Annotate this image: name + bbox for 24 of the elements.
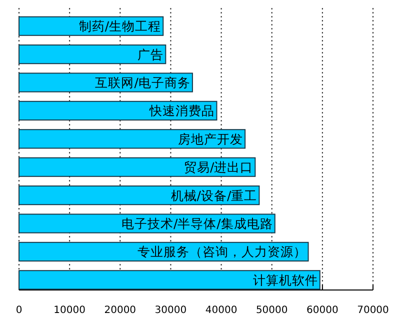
bar	[18, 100, 218, 121]
bar	[18, 185, 260, 206]
x-tick-label: 40000	[205, 305, 238, 316]
y-tick-label: 制药/生物工程	[78, 18, 162, 34]
bar	[18, 157, 256, 177]
x-tick-label: 20000	[104, 305, 136, 316]
y-tick-label: 互联网/电子商务	[95, 75, 190, 90]
x-tick-label: 60000	[306, 305, 338, 316]
x-tick-label: 10000	[54, 305, 86, 316]
x-tick-label: 50000	[256, 305, 288, 316]
y-tick-label: 计算机软件	[252, 272, 318, 288]
x-tick-label: 30000	[154, 305, 187, 316]
bar	[18, 270, 320, 290]
y-tick-label: 广告	[138, 46, 164, 62]
bar	[18, 129, 246, 149]
y-tick-label: 贸易/进出口	[184, 160, 254, 175]
x-tick-label: 70000	[357, 305, 389, 316]
y-tick-label: 房地产开发	[178, 131, 244, 146]
y-tick-label: 电子技术/半导体/集成电路	[121, 216, 273, 231]
x-tick-label: 0	[16, 305, 22, 316]
bar	[18, 44, 166, 64]
y-tick-label: 机械/设备/重工	[170, 188, 258, 203]
y-tick-label: 快速消费品	[148, 103, 215, 118]
y-tick-label: 专业服务（咨询，人力资源）	[137, 244, 306, 260]
